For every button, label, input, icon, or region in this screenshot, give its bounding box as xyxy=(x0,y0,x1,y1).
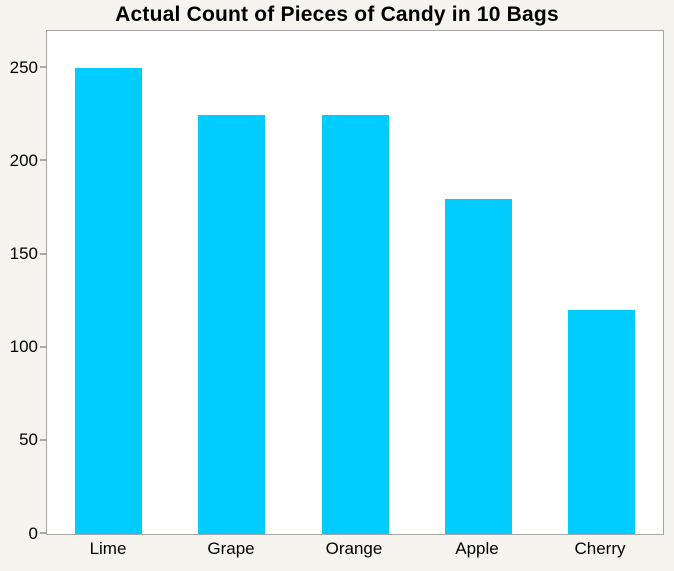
y-tick-label-0: 0 xyxy=(28,524,38,543)
y-tick-mark-200 xyxy=(40,159,46,161)
plot-area xyxy=(46,30,664,535)
x-tick-label-lime: Lime xyxy=(89,539,127,558)
bar-orange xyxy=(322,115,389,534)
bar-apple xyxy=(445,199,512,534)
y-tick-label-50: 50 xyxy=(19,430,38,449)
bar-lime xyxy=(75,68,142,534)
y-tick-mark-150 xyxy=(40,253,46,255)
x-tick-label-apple: Apple xyxy=(455,539,499,558)
y-tick-mark-250 xyxy=(40,66,46,68)
y-tick-label-150: 150 xyxy=(9,244,38,263)
bar-cherry xyxy=(568,310,635,534)
y-tick-mark-50 xyxy=(40,439,46,441)
x-tick-label-cherry: Cherry xyxy=(574,539,626,558)
x-tick-label-grape: Grape xyxy=(207,539,255,558)
y-tick-mark-100 xyxy=(40,346,46,348)
bar-grape xyxy=(198,115,265,534)
y-tick-label-200: 200 xyxy=(9,151,38,170)
y-tick-label-100: 100 xyxy=(9,337,38,356)
y-tick-mark-0 xyxy=(40,532,46,534)
y-tick-label-250: 250 xyxy=(9,58,38,77)
chart-title: Actual Count of Pieces of Candy in 10 Ba… xyxy=(115,3,559,26)
x-tick-label-orange: Orange xyxy=(325,539,383,558)
